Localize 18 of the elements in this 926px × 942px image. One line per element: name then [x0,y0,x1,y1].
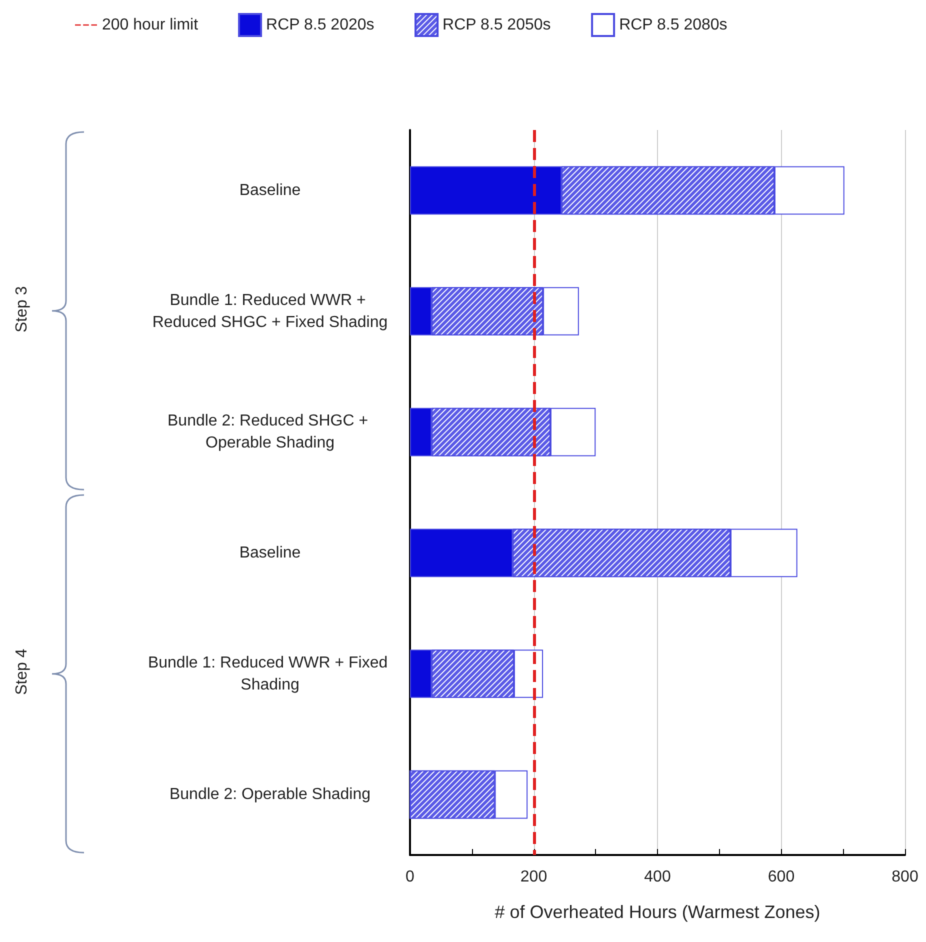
y-tick-label: Bundle 2: Reduced SHGC + Operable Shading [167,412,373,452]
y-tick-label: Baseline [239,182,301,199]
x-tick-label: 600 [768,868,795,886]
legend-label: RCP 8.5 2050s [442,16,551,34]
x-tick-label: 800 [892,868,918,886]
x-tick-label: 0 [406,868,415,886]
y-tick-label: Bundle 1: Reduced WWR + Reduced SHGC + Fixed Shading [152,292,388,331]
y-tick-label: Bundle 2: Operable Shading [169,786,371,804]
legend-label: 200 hour limit [102,16,199,34]
x-tick-label: 400 [644,868,671,886]
x-axis-title: # of Overheated Hours (Warmest Zones) [494,902,820,922]
y-tick-label: Bundle 1: Reduced WWR + Fixed Shading [148,654,392,694]
text: Step 3 [14,286,30,333]
legend-label: RCP 8.5 2080s [619,16,728,34]
text: Step 4 [14,648,30,696]
y-tick-label: Baseline [239,544,301,562]
legend-label: RCP 8.5 2020s [266,16,374,34]
x-tick-label: 200 [520,868,548,886]
